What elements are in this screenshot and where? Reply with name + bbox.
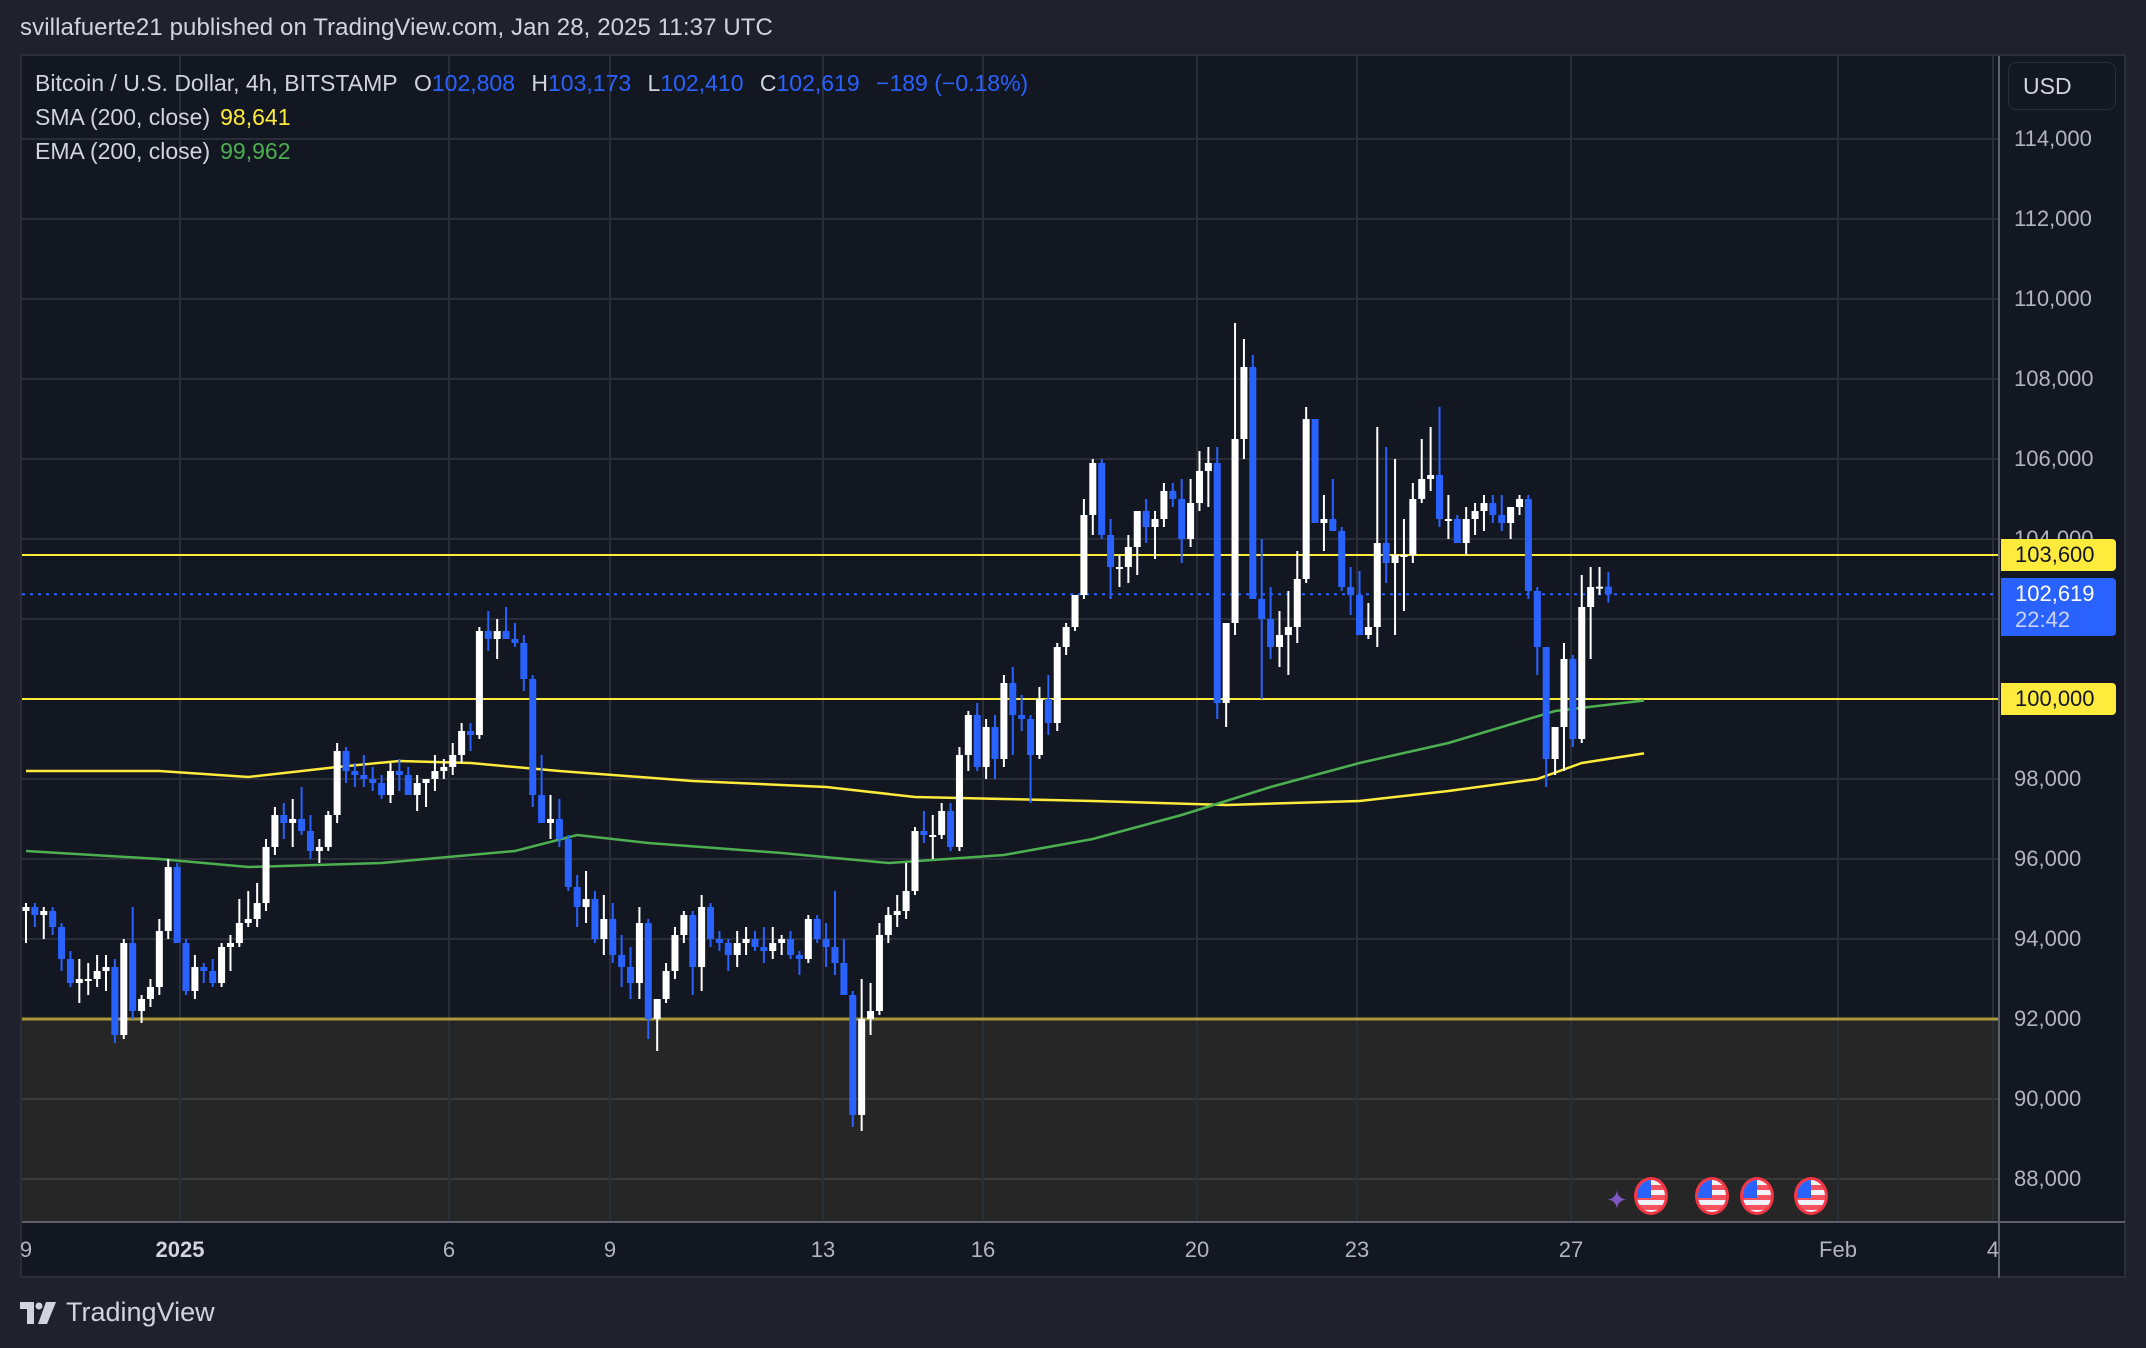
currency-button[interactable]: USD	[2008, 62, 2116, 110]
ema-label: EMA (200, close)	[35, 138, 211, 164]
high-value: 103,173	[548, 70, 632, 96]
sma-label: SMA (200, close)	[35, 104, 211, 130]
time-tick: Feb	[1819, 1237, 1857, 1262]
time-tick: 4	[1986, 1237, 2000, 1262]
price-tick: 112,000	[2014, 206, 2092, 231]
time-tick: 27	[1558, 1237, 1584, 1262]
time-tick: 20	[1184, 1237, 1210, 1262]
price-tick: 106,000	[2014, 446, 2094, 471]
support-zone	[22, 1019, 1999, 1222]
symbol-legend[interactable]: Bitcoin / U.S. Dollar, 4h, BITSTAMP O102…	[35, 70, 1028, 97]
price-tick: 110,000	[2014, 286, 2092, 311]
open-value: 102,808	[431, 70, 515, 96]
ema-legend[interactable]: EMA (200, close) 99,962	[35, 138, 291, 165]
sparkle-event-icon[interactable]: ✦	[1606, 1185, 1628, 1215]
price-tick: 96,000	[2014, 846, 2082, 871]
price-tick: 92,000	[2014, 1006, 2082, 1031]
low-label: L	[647, 70, 661, 96]
price-tick: 94,000	[2014, 926, 2082, 951]
close-value: 102,619	[776, 70, 860, 96]
price-tick: 114,000	[2014, 126, 2092, 151]
sma-legend[interactable]: SMA (200, close) 98,641	[35, 104, 291, 131]
axis-separators	[22, 56, 2125, 1278]
us-flag-event-icon[interactable]	[1634, 1177, 1668, 1215]
time-tick: 6	[442, 1237, 456, 1262]
us-flag-event-icon[interactable]	[1695, 1177, 1729, 1215]
high-label: H	[531, 70, 549, 96]
time-tick: 23	[1344, 1237, 1370, 1262]
horizontal-levels	[22, 554, 1999, 1021]
candles	[22, 323, 1612, 1131]
price-tick: 98,000	[2014, 766, 2082, 791]
last-price-label: 102,619 22:42	[2001, 578, 2116, 637]
price-tick: 88,000	[2014, 1166, 2082, 1191]
sma-value: 98,641	[220, 104, 291, 130]
us-flag-event-icon[interactable]	[1740, 1177, 1774, 1215]
open-label: O	[413, 70, 432, 96]
low-value: 102,410	[660, 70, 744, 96]
symbol-title: Bitcoin / U.S. Dollar, 4h, BITSTAMP	[35, 70, 398, 96]
time-tick: 16	[970, 1237, 996, 1262]
level-label-100000: 100,000	[2001, 683, 2116, 715]
tradingview-logo[interactable]: TradingView	[20, 1297, 215, 1328]
price-tick: 108,000	[2014, 366, 2094, 391]
time-tick: 9	[19, 1237, 33, 1262]
tradingview-logo-icon	[20, 1301, 56, 1324]
time-tick: 9	[603, 1237, 617, 1262]
moving-averages	[25, 699, 1645, 869]
change-value: −189 (−0.18%)	[876, 70, 1029, 96]
us-flag-event-icon[interactable]	[1794, 1177, 1828, 1215]
time-tick: 2025	[155, 1237, 205, 1262]
bar-countdown: 22:42	[2015, 607, 2071, 633]
ema-value: 99,962	[220, 138, 291, 164]
brand-name: TradingView	[66, 1297, 215, 1327]
level-label-103600: 103,600	[2001, 539, 2116, 571]
close-label: C	[759, 70, 777, 96]
price-tick: 90,000	[2014, 1086, 2082, 1111]
last-price: 102,619	[2015, 581, 2095, 607]
publisher-line: svillafuerte21 published on TradingView.…	[20, 14, 773, 41]
time-tick: 13	[810, 1237, 836, 1262]
